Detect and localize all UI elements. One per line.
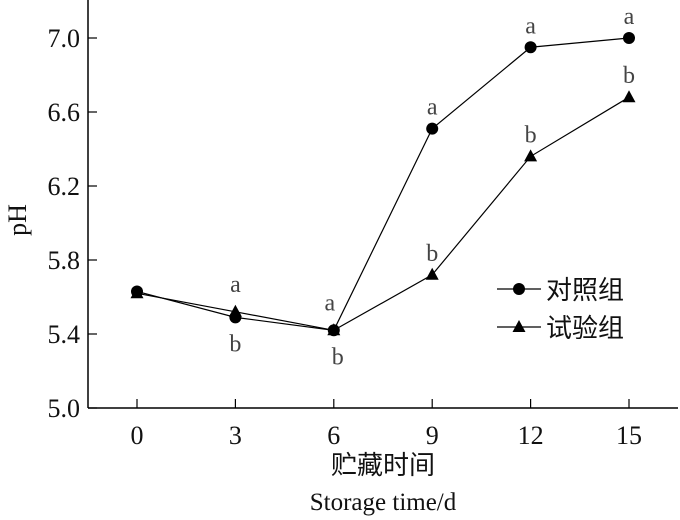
significance-letter: b (229, 331, 241, 357)
legend-label: 对照组 (546, 276, 624, 306)
legend-circle-icon (513, 283, 525, 295)
significance-letter: b (623, 63, 635, 89)
significance-letter: a (427, 95, 438, 121)
significance-letter: a (230, 272, 241, 298)
axes: 5.0 5.4 5.8 6.2 6.6 7.0 0 3 6 9 12 15 (48, 0, 678, 450)
y-tick-label: 5.0 (48, 394, 81, 423)
x-tick-label: 12 (518, 421, 544, 450)
triangle-marker (622, 90, 636, 103)
triangle-marker (425, 267, 439, 280)
series-line (136, 37, 630, 331)
x-tick-label: 15 (616, 421, 642, 450)
triangle-marker (130, 286, 144, 299)
x-tick-label: 6 (327, 421, 340, 450)
significance-letter: a (525, 13, 536, 39)
significance-letter: b (332, 344, 344, 370)
circle-marker (426, 122, 439, 135)
y-tick-label: 7.0 (48, 24, 81, 53)
circle-marker (524, 41, 537, 54)
significance-labels: a b a b a b a b a b (229, 4, 635, 370)
y-tick-label: 6.6 (48, 98, 81, 127)
legend-item: 对照组 (497, 276, 624, 306)
series-group: a b a b a b a b a b (130, 4, 636, 370)
x-tick-label: 9 (426, 421, 439, 450)
triangle-marker (524, 149, 538, 162)
y-tick-label: 5.4 (48, 320, 81, 349)
legend-triangle-icon (512, 320, 526, 332)
y-tick-label: 6.2 (48, 172, 81, 201)
y-axis-label: pH (3, 204, 32, 236)
series-line (136, 96, 630, 331)
significance-letter: b (525, 122, 537, 148)
circle-marker (623, 32, 635, 44)
x-tick-label: 0 (131, 421, 144, 450)
legend-item: 试验组 (497, 314, 624, 344)
x-tick-label: 3 (229, 421, 242, 450)
y-tick-label: 5.8 (48, 246, 81, 275)
legend-label: 试验组 (546, 314, 624, 344)
x-axis-label-en: Storage time/d (310, 489, 457, 516)
x-axis-label-cn: 贮藏时间 (331, 451, 435, 481)
series-treatment (130, 90, 636, 336)
triangle-marker (327, 323, 341, 336)
triangle-marker (228, 304, 242, 317)
significance-letter: b (426, 241, 438, 267)
significance-letter: a (324, 290, 335, 316)
significance-letter: a (624, 4, 635, 30)
